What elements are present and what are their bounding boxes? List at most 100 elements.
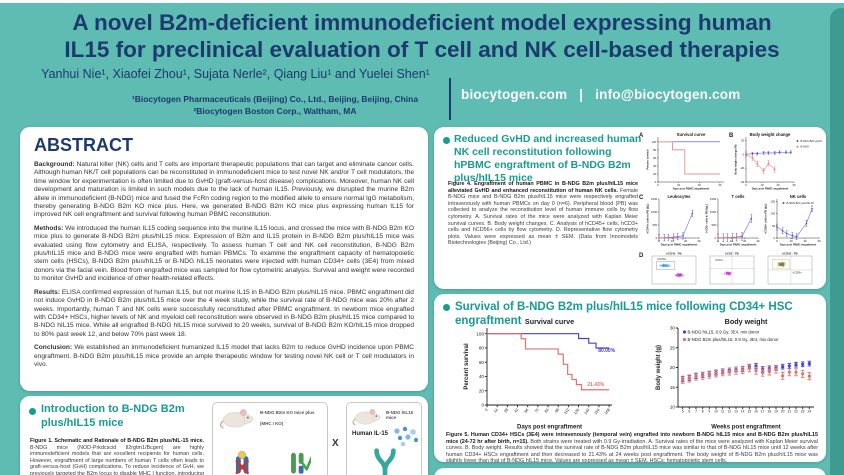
svg-text:24: 24 <box>807 410 811 414</box>
svg-text:0: 0 <box>745 183 747 187</box>
next-panel-edge <box>434 468 826 475</box>
svg-text:1500: 1500 <box>651 197 658 201</box>
svg-text:20: 20 <box>803 239 807 243</box>
figure4-heading: Reduced GvHD and increased human NK cell… <box>454 133 642 184</box>
svg-text:40: 40 <box>479 374 485 379</box>
hil15-mouse-box: B-NDG hIL15 mice Human IL-15 <box>346 402 422 475</box>
svg-text:30: 30 <box>792 183 796 187</box>
svg-text:20: 20 <box>776 183 780 187</box>
svg-text:hCD56+: hCD56+ <box>793 271 803 274</box>
abstract-methods: Methods: We introduced the human IL15 co… <box>34 224 414 283</box>
poster-title-line1: A novel B2m-deficient immunodeficient mo… <box>72 10 772 35</box>
svg-text:10: 10 <box>760 183 764 187</box>
svg-text:7: 7 <box>695 410 697 414</box>
svg-text:Leukocytes: Leukocytes <box>667 194 691 199</box>
svg-text:20: 20 <box>653 172 657 176</box>
section-bullet-icon <box>443 137 450 144</box>
mouse-icon <box>217 406 257 430</box>
svg-text:-20: -20 <box>740 166 744 170</box>
svg-text:60: 60 <box>479 360 485 365</box>
svg-text:B-NDG: B-NDG <box>801 145 809 149</box>
svg-text:Body weight change: Body weight change <box>750 132 791 137</box>
b2m-ko-mouse-box: B-NDG B2m KO mice plus (MHC I KO) MHC I … <box>212 402 328 475</box>
svg-text:9: 9 <box>708 410 710 414</box>
svg-text:Days post engraftment: Days post engraftment <box>517 425 582 431</box>
svg-text:Percent survival: Percent survival <box>464 343 470 390</box>
svg-text:Weeks post engraftment: Weeks post engraftment <box>711 425 781 431</box>
panel-letter-b: B <box>729 133 734 139</box>
svg-text:80: 80 <box>653 148 657 152</box>
page-top-edge <box>0 0 844 3</box>
svg-text:100: 100 <box>476 331 484 336</box>
svg-text:1000: 1000 <box>651 210 658 214</box>
svg-text:Days post PBMC engraftment: Days post PBMC engraftment <box>661 243 698 247</box>
svg-text:10: 10 <box>671 239 675 243</box>
svg-text:0: 0 <box>656 236 658 240</box>
website: biocytogen.com <box>461 87 568 102</box>
abstract-conclusion: Conclusion: We established an immunodefi… <box>34 344 414 368</box>
svg-text:30: 30 <box>817 239 821 243</box>
svg-text:8: 8 <box>702 410 704 414</box>
svg-text:17: 17 <box>761 410 765 414</box>
svg-text:16: 16 <box>754 410 758 414</box>
svg-text:500: 500 <box>653 223 658 227</box>
svg-text:168: 168 <box>604 408 611 415</box>
svg-text:50: 50 <box>772 224 776 228</box>
email: info@biocytogen.com <box>595 87 741 102</box>
figure1-caption: Figure 1. Schematic and Rationale of B-N… <box>30 438 204 475</box>
svg-text:20: 20 <box>781 410 785 414</box>
svg-text:30: 30 <box>697 239 701 243</box>
section-bullet-icon <box>29 408 36 415</box>
fig4-flow-plot-3: hCD56 - PB hCD56+ <box>764 251 814 287</box>
svg-text:14: 14 <box>493 408 499 414</box>
panel-letter-c: C <box>639 195 644 201</box>
side-accent-band <box>830 8 844 475</box>
svg-text:100: 100 <box>771 212 776 216</box>
svg-text:Percent survival: Percent survival <box>646 149 650 169</box>
svg-text:42: 42 <box>514 408 520 414</box>
svg-text:Days post PBMC engraftment: Days post PBMC engraftment <box>720 243 757 247</box>
svg-text:15: 15 <box>747 410 751 414</box>
svg-text:0: 0 <box>484 408 488 412</box>
affiliation-1: ¹Biocytogen Pharmaceuticals (Beijing) Co… <box>131 94 419 104</box>
fig4-flow-plot-1: hCD45 - PB hCD45+ <box>648 251 698 287</box>
svg-text:hCD45+: hCD45+ <box>657 258 667 261</box>
svg-text:B-NDG hIL15, 0.9 Gy, 3E4, mix: B-NDG hIL15, 0.9 Gy, 3E4, mix donor <box>688 330 760 335</box>
svg-text:14: 14 <box>741 410 745 414</box>
fig4-flow-plot-2: hCD3 - PB hCD3+ <box>706 251 756 287</box>
svg-text:B-NDG B2m plus/hIL15, 0.9 Gy,: B-NDG B2m plus/hIL15, 0.9 Gy, 3E4, mix d… <box>688 337 779 342</box>
abstract-background: Background: Natural killer (NK) cells an… <box>34 161 414 219</box>
abstract-heading: ABSTRACT <box>34 135 133 155</box>
svg-text:98: 98 <box>554 408 560 414</box>
svg-text:500: 500 <box>712 223 717 227</box>
svg-text:30: 30 <box>756 239 760 243</box>
svg-text:80: 80 <box>479 346 485 351</box>
svg-text:Days post PBMC engraftment: Days post PBMC engraftment <box>780 243 817 247</box>
svg-text:112: 112 <box>563 408 570 415</box>
intro-panel: Introduction to B-NDG B2m plus/hIL15 mic… <box>20 396 428 475</box>
svg-text:NK cells: NK cells <box>790 194 807 199</box>
svg-text:Days post PBMC engraftment: Days post PBMC engraftment <box>752 187 789 191</box>
svg-text:80.00%: 80.00% <box>598 348 616 354</box>
svg-text:20: 20 <box>743 239 747 243</box>
panel-letter-a: A <box>639 133 644 139</box>
contact-info: biocytogen.com | info@biocytogen.com <box>461 87 748 102</box>
svg-text:T cells: T cells <box>731 194 745 199</box>
figure4-caption: Figure 4. Engraftment of human PBMC in B… <box>448 181 638 247</box>
il15-cytokine-dots-icon <box>394 426 419 447</box>
svg-text:hCD3+ cells in PB (/µL): hCD3+ cells in PB (/µL) <box>705 204 709 233</box>
cross-symbol: X <box>332 438 339 449</box>
svg-text:13: 13 <box>734 410 738 414</box>
svg-text:56: 56 <box>524 408 530 414</box>
figure4-panel: Reduced GvHD and increased human NK cell… <box>434 127 826 289</box>
intro-heading: Introduction to B-NDG B2m plus/hIL15 mic… <box>41 403 185 429</box>
header-divider <box>449 78 451 120</box>
contact-separator: | <box>579 87 584 102</box>
svg-text:hCD56 - PB: hCD56 - PB <box>782 251 797 255</box>
svg-text:B-NDG B2m plus/hIL15: B-NDG B2m plus/hIL15 <box>787 201 815 205</box>
svg-text:150: 150 <box>771 199 776 203</box>
human-il15-label: Human IL-15 <box>352 431 389 437</box>
svg-text:10: 10 <box>730 239 734 243</box>
fig5-survival-chart: 0 20 40 60 80 100 0 14 28 42 56 70 84 98 112 126 140 154 1… <box>462 316 644 430</box>
box2-label: B-NDG hIL15 mice <box>386 410 414 421</box>
